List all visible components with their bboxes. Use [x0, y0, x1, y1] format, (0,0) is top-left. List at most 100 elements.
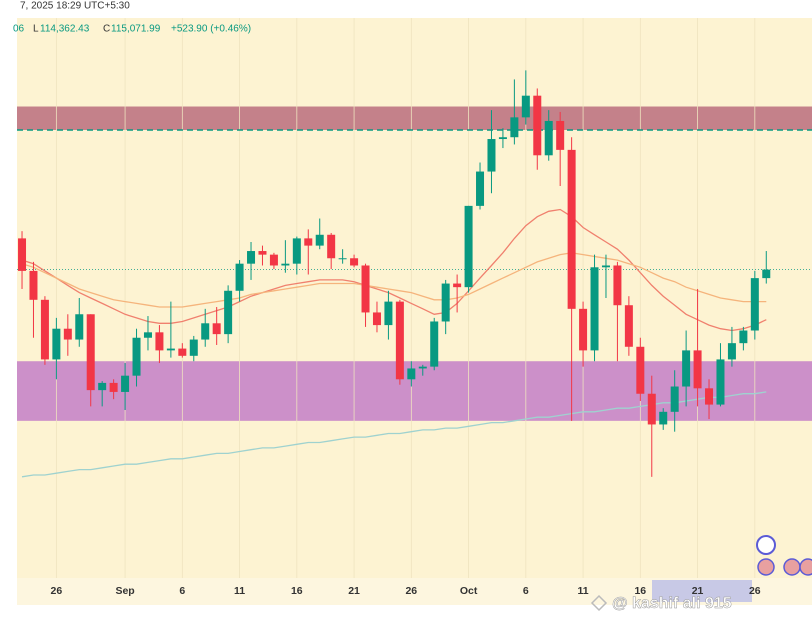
- x-tick-label: 16: [634, 585, 646, 597]
- x-tick-label: 16: [291, 585, 303, 597]
- candle-body: [166, 348, 175, 351]
- candle-body: [395, 301, 404, 380]
- header-close: 115,071.99: [111, 24, 161, 35]
- candle-body: [430, 321, 439, 367]
- candle-body: [544, 120, 553, 156]
- header-close-label: C: [103, 24, 110, 35]
- candle-body: [201, 323, 210, 340]
- line-series: [21, 208, 767, 332]
- candle-body: [315, 234, 324, 246]
- candle-body: [384, 301, 393, 326]
- candle-body: [716, 359, 725, 405]
- candle-body: [613, 265, 622, 306]
- candle-body: [75, 314, 84, 340]
- candle-body: [476, 171, 485, 206]
- candle-body: [18, 238, 27, 271]
- candle-body: [86, 314, 95, 391]
- candle-body: [521, 95, 530, 118]
- candle-body: [338, 258, 347, 260]
- icon: [783, 558, 801, 576]
- candle-body: [727, 343, 736, 360]
- candle-body: [132, 337, 141, 376]
- candle-body: [350, 258, 359, 266]
- candle-body: [304, 238, 313, 246]
- header-prefix: 06: [13, 24, 25, 35]
- watermark-logo: [590, 594, 608, 612]
- candle-body: [693, 350, 702, 389]
- x-tick-label: 11: [234, 585, 245, 597]
- candle-body: [40, 299, 49, 360]
- candle-body: [29, 270, 38, 300]
- header-low: 114,362.43: [40, 24, 90, 35]
- candle-body: [670, 386, 679, 412]
- header-low-label: L: [33, 24, 39, 35]
- candle-body: [590, 267, 599, 351]
- candle-body: [647, 393, 656, 425]
- candle-body: [487, 139, 496, 172]
- x-tick-label: 21: [348, 585, 360, 597]
- icons: [756, 535, 812, 576]
- candle-body: [464, 205, 473, 288]
- candle-body: [155, 332, 164, 351]
- icon: [799, 558, 812, 576]
- candle-body: [510, 117, 519, 138]
- line-series: [21, 252, 767, 308]
- candle-body: [498, 137, 507, 140]
- candle-body: [441, 283, 450, 322]
- candle-body: [636, 346, 645, 394]
- candle-body: [281, 263, 290, 266]
- watermark: @ kashif ali 915: [612, 595, 732, 612]
- candle-body: [121, 375, 130, 392]
- candle-body: [762, 269, 771, 279]
- candle-body: [109, 382, 118, 392]
- zone: [17, 106, 812, 130]
- candle-body: [327, 234, 336, 259]
- x-tick-label: Oct: [460, 585, 478, 597]
- candle-body: [189, 339, 198, 356]
- x-tick-label: 21: [692, 585, 704, 597]
- x-tick-label: 26: [405, 585, 417, 597]
- candle-body: [579, 308, 588, 351]
- candle-body: [247, 251, 256, 264]
- icon: [757, 558, 775, 576]
- candle-body: [739, 330, 748, 344]
- candle-body: [659, 411, 668, 425]
- candle-body: [224, 290, 233, 335]
- candle-body: [372, 312, 381, 326]
- candle-body: [533, 95, 542, 156]
- plot-background: [17, 18, 812, 605]
- header-change: +523.90 (+0.46%): [171, 24, 251, 35]
- candle-body: [258, 251, 267, 255]
- candle-body: [418, 366, 427, 369]
- candle-body: [556, 120, 565, 150]
- candle-body: [750, 278, 759, 331]
- candle-body: [269, 254, 278, 266]
- candle-body: [601, 265, 610, 268]
- candle-body: [212, 323, 221, 335]
- candle-body: [407, 368, 416, 380]
- candle-body: [567, 149, 576, 309]
- candle-body: [705, 388, 714, 405]
- candle-body: [361, 265, 370, 313]
- x-tick-label: 6: [523, 585, 529, 597]
- candle-body: [52, 328, 61, 360]
- plot-layer: 26 Sep 6 11 16 21 26 Oct 6 11 16 21 26: [17, 18, 812, 597]
- candle-body: [453, 283, 462, 288]
- candle-body: [235, 263, 244, 291]
- x-tick-label: Sep: [115, 585, 134, 597]
- candle-body: [292, 238, 301, 264]
- candle-body: [178, 348, 187, 356]
- line-series: [21, 391, 767, 478]
- x-tick-label: 6: [179, 585, 185, 597]
- candle-body: [682, 350, 691, 387]
- icon: [756, 535, 776, 555]
- candle-body: [98, 382, 107, 391]
- candle-body: [63, 328, 72, 340]
- candle-body: [624, 305, 633, 347]
- x-tick-label: 26: [51, 585, 63, 597]
- header-time: 7, 2025 18:29 UTC+5:30: [20, 1, 130, 12]
- candle-body: [143, 332, 152, 338]
- crosshair-label-box: [652, 580, 752, 602]
